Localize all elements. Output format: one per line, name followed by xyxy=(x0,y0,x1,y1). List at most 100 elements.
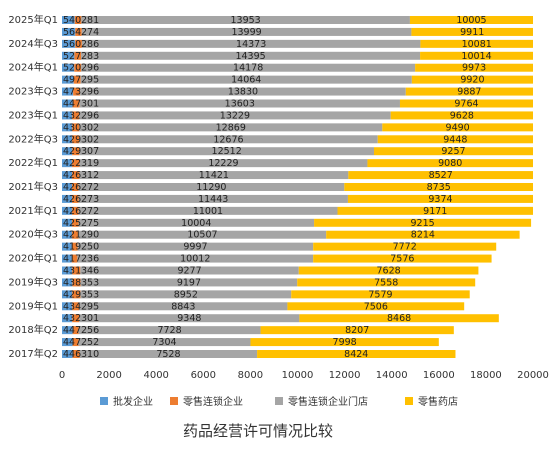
bar-segment xyxy=(62,338,73,347)
bar-segment xyxy=(405,87,533,96)
data-label: 301 xyxy=(81,99,99,110)
data-label: 9764 xyxy=(454,99,478,110)
data-label: 12229 xyxy=(208,158,238,169)
bar-segment xyxy=(71,242,78,251)
y-tick-label: 2022年Q3 xyxy=(8,132,58,145)
legend-swatch xyxy=(170,397,178,405)
bar-segment xyxy=(260,326,454,335)
bar-segment xyxy=(62,302,73,311)
bar-segment xyxy=(409,16,533,24)
x-tick-label: 2000 xyxy=(96,370,121,381)
data-label: 9277 xyxy=(177,266,201,277)
data-label: 296 xyxy=(81,63,99,74)
bar-segment xyxy=(72,314,80,323)
data-label: 295 xyxy=(81,75,99,86)
bar-segment xyxy=(399,99,533,108)
bar-segment xyxy=(62,278,73,287)
data-label: 8207 xyxy=(345,325,369,336)
data-label: 9490 xyxy=(446,122,470,133)
bar-segment xyxy=(62,16,75,24)
bar-segment xyxy=(313,254,492,263)
bar-segment xyxy=(77,242,314,251)
data-label: 7579 xyxy=(368,289,392,300)
data-label: 9997 xyxy=(183,242,207,253)
bar-segment xyxy=(314,218,532,227)
data-label: 7998 xyxy=(333,337,357,348)
bar-segment xyxy=(72,183,79,191)
data-label: 9171 xyxy=(423,206,447,217)
y-tick-label: 2023年Q3 xyxy=(8,85,58,98)
bar-segment xyxy=(62,266,73,275)
data-label: 431 xyxy=(63,266,81,277)
bar-segment xyxy=(75,39,82,48)
bar-segment xyxy=(73,87,81,96)
data-label: 273 xyxy=(81,194,99,205)
bar-segment xyxy=(78,194,348,203)
bar-segment xyxy=(78,326,261,335)
data-label: 432 xyxy=(63,313,81,324)
data-label: 10014 xyxy=(461,51,491,62)
bar-segment xyxy=(62,123,73,132)
bar-segment xyxy=(81,63,416,72)
bar-segment xyxy=(337,206,533,215)
y-tick-label: 2021年Q1 xyxy=(8,204,58,217)
legend-swatch xyxy=(275,397,283,405)
data-label: 434 xyxy=(63,301,81,312)
data-label: 9628 xyxy=(450,110,474,121)
bar-segment xyxy=(79,123,383,132)
x-tick-label: 18000 xyxy=(470,370,502,381)
bar-segment xyxy=(72,147,80,156)
bar-segment xyxy=(79,111,391,120)
bar-segment xyxy=(78,218,315,227)
y-tick-label: 2020年Q3 xyxy=(8,228,58,241)
bar-segment xyxy=(313,242,497,251)
bar-segment xyxy=(72,302,80,311)
plot-area xyxy=(62,16,533,358)
bar-segment xyxy=(72,338,79,347)
bar-segment xyxy=(326,230,520,239)
y-tick-label: 2018年Q2 xyxy=(8,323,58,336)
bar-segment xyxy=(62,290,73,299)
bar-segment xyxy=(74,51,82,60)
bar-segment xyxy=(373,147,533,156)
bar-segment xyxy=(79,159,368,168)
data-label: 473 xyxy=(63,87,81,98)
data-label: 426 xyxy=(63,206,81,217)
data-label: 12869 xyxy=(216,122,246,133)
data-label: 7576 xyxy=(390,254,414,265)
data-label: 426 xyxy=(63,194,81,205)
data-label: 319 xyxy=(81,158,99,169)
data-label: 286 xyxy=(81,39,99,50)
data-label: 10507 xyxy=(187,230,217,241)
bar-segment xyxy=(71,159,80,168)
data-label: 432 xyxy=(63,110,81,121)
bar-segment xyxy=(72,218,79,227)
y-tick-label: 2019年Q1 xyxy=(8,299,58,312)
y-tick-label: 2025年Q1 xyxy=(8,13,58,26)
data-label: 7506 xyxy=(364,301,388,312)
bar-segment xyxy=(299,314,499,323)
bar-segment xyxy=(62,350,73,358)
bar-segment xyxy=(78,183,345,191)
bar-segment xyxy=(291,290,470,299)
data-label: 8735 xyxy=(427,182,451,193)
y-tick-label: 2024年Q1 xyxy=(8,61,58,74)
data-label: 10004 xyxy=(181,218,211,229)
data-label: 353 xyxy=(81,289,99,300)
y-tick-label: 2023年Q1 xyxy=(8,108,58,121)
bar-segment xyxy=(62,314,73,323)
bar-segment xyxy=(415,63,533,72)
y-tick-label: 2017年Q2 xyxy=(8,347,58,360)
bar-segment xyxy=(78,338,251,347)
bar-segment xyxy=(79,350,258,358)
data-label: 430 xyxy=(63,122,81,133)
data-label: 447 xyxy=(63,99,81,110)
bar-segment xyxy=(75,27,82,36)
data-label: 9920 xyxy=(460,75,484,86)
bar-segment xyxy=(390,111,533,120)
data-label: 429 xyxy=(63,146,81,157)
bar-segment xyxy=(72,123,80,132)
data-label: 11443 xyxy=(198,194,228,205)
data-label: 296 xyxy=(81,110,99,121)
